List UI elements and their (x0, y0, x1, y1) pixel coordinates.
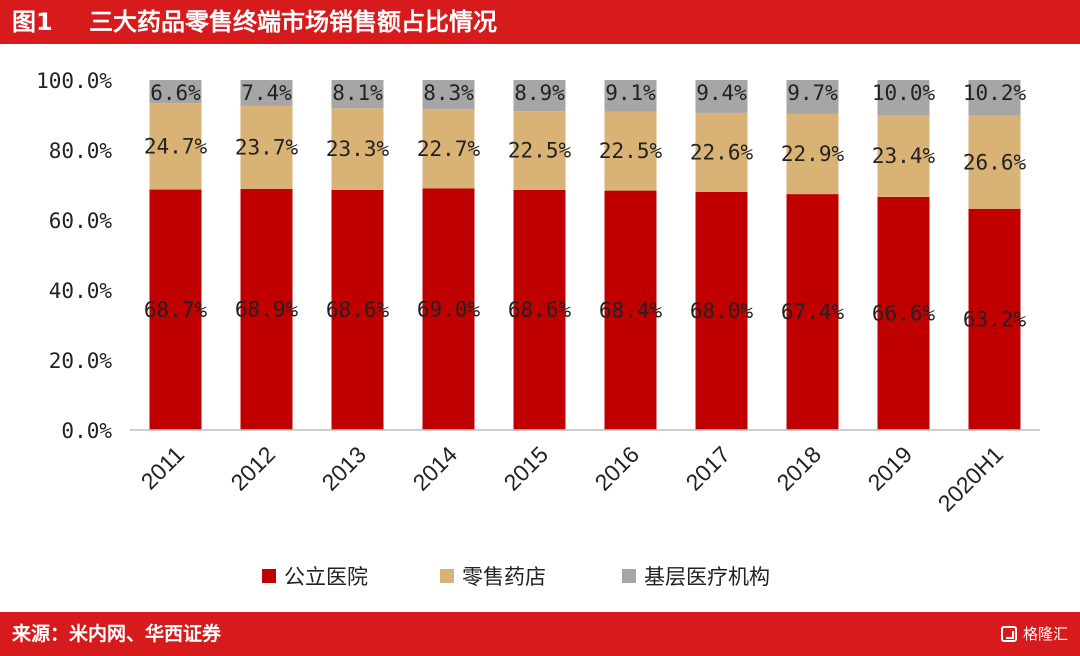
bar-segment (695, 80, 748, 113)
legend-label: 零售药店 (462, 565, 546, 589)
data-label: 22.9% (781, 142, 845, 166)
x-tick-label: 2016 (589, 441, 644, 496)
data-label: 22.6% (690, 140, 754, 164)
bar-segment (968, 208, 1021, 430)
y-tick-label: 40.0% (49, 279, 113, 303)
x-tick-label: 2012 (225, 441, 280, 496)
bar-segment (149, 103, 202, 190)
bar-segment (786, 113, 839, 195)
legend-swatch (262, 569, 276, 583)
bar-segment (331, 189, 384, 430)
figure-number: 图1 (12, 8, 53, 36)
x-tick-label: 2017 (680, 441, 735, 496)
bar-segment (604, 80, 657, 112)
x-tick-label: 2014 (407, 441, 462, 496)
bar-segment (695, 192, 748, 430)
chart-title: 三大药品零售终端市场销售额占比情况 (89, 8, 498, 36)
bar-segment (513, 80, 566, 112)
data-label: 69.0% (417, 297, 481, 321)
data-label: 10.2% (963, 81, 1027, 105)
bar-segment (149, 80, 202, 104)
source-note: 来源：米内网、华西证券 (12, 623, 222, 645)
data-label: 67.4% (781, 300, 845, 324)
x-tick-label: 2015 (498, 441, 553, 496)
data-label: 26.6% (963, 150, 1027, 174)
y-tick-label: 100.0% (36, 69, 112, 93)
bar-segment (786, 194, 839, 430)
bar-segment (604, 190, 657, 430)
bar-segment (422, 80, 475, 110)
x-tick-label: 2013 (316, 441, 371, 496)
bar-segment (422, 188, 475, 430)
bar-segment (877, 80, 930, 115)
bar-segment (604, 111, 657, 191)
bar-segment (331, 108, 384, 190)
data-label: 9.7% (787, 81, 838, 105)
data-label: 68.7% (144, 298, 208, 322)
data-label: 8.9% (514, 81, 565, 105)
data-label: 9.4% (696, 81, 747, 105)
data-label: 7.4% (241, 81, 292, 105)
bar-segment (331, 80, 384, 109)
data-label: 23.3% (326, 137, 390, 161)
x-tick-label: 2018 (771, 441, 826, 496)
data-label: 63.2% (963, 307, 1027, 331)
bar-segment (786, 80, 839, 114)
x-tick-label: 2019 (862, 441, 917, 496)
bar-segment (240, 80, 293, 106)
bar-segment (968, 80, 1021, 116)
bar-segment (240, 105, 293, 189)
y-tick-label: 80.0% (49, 139, 113, 163)
data-label: 10.0% (872, 81, 936, 105)
data-label: 24.7% (144, 134, 208, 158)
bar-segment (149, 189, 202, 430)
legend-label: 基层医疗机构 (644, 565, 770, 589)
data-label: 9.1% (605, 81, 656, 105)
legend-label: 公立医院 (284, 565, 368, 589)
brand-logo: 格隆汇 (1000, 612, 1068, 656)
data-label: 68.0% (690, 299, 754, 323)
stacked-bar-chart: 0.0% 20.0% 40.0% 60.0% 80.0% 100.0% 68.7% 24.7%… (36, 69, 1040, 589)
x-tick-label: 2011 (136, 441, 189, 494)
y-tick-label: 60.0% (49, 209, 113, 233)
bar-segment (968, 115, 1021, 209)
bar-segment (877, 115, 930, 197)
data-label: 22.7% (417, 137, 481, 161)
bar-segment (877, 196, 930, 430)
data-label: 66.6% (872, 301, 936, 325)
y-tick-label: 0.0% (61, 419, 112, 443)
bar-segment (422, 109, 475, 189)
data-label: 23.7% (235, 135, 299, 159)
data-label: 22.5% (508, 139, 572, 163)
brand-icon (1000, 626, 1017, 642)
y-tick-label: 20.0% (49, 349, 113, 373)
bar-segment (513, 189, 566, 430)
data-label: 68.9% (235, 297, 299, 321)
brand-name: 格隆汇 (1022, 625, 1068, 643)
bar-segment (695, 112, 748, 192)
data-label: 22.5% (599, 139, 663, 163)
data-label: 8.3% (423, 81, 474, 105)
data-label: 8.1% (332, 81, 383, 105)
title-bar: 图1 三大药品零售终端市场销售额占比情况 (0, 0, 1080, 44)
data-label: 6.6% (150, 81, 201, 105)
legend-swatch (622, 569, 636, 583)
x-tick-label: 2020H1 (933, 441, 1008, 516)
data-label: 23.4% (872, 144, 936, 168)
data-label: 68.6% (508, 298, 572, 322)
bar-segment (513, 111, 566, 190)
footer-bar: 来源：米内网、华西证券 格隆汇 (0, 612, 1080, 656)
data-label: 68.4% (599, 298, 663, 322)
data-label: 68.6% (326, 298, 390, 322)
bar-segment (240, 188, 293, 430)
legend-swatch (440, 569, 454, 583)
